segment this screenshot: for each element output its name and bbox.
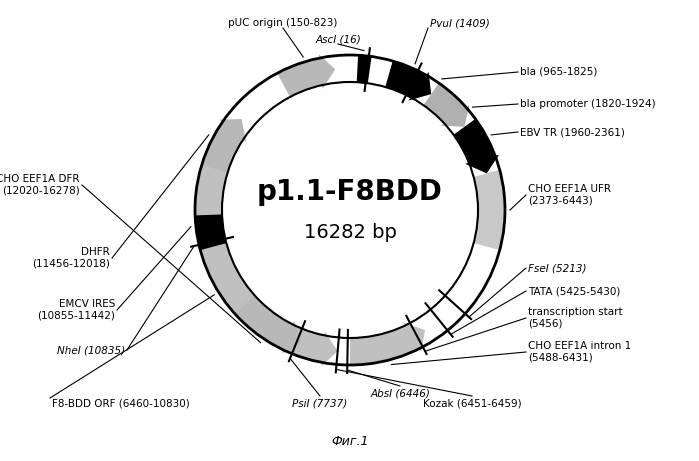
Wedge shape bbox=[278, 58, 326, 97]
Wedge shape bbox=[356, 55, 372, 83]
Text: EMCV IRES
(10855-11442): EMCV IRES (10855-11442) bbox=[37, 299, 115, 321]
Text: AbsI (6446): AbsI (6446) bbox=[370, 388, 430, 398]
Wedge shape bbox=[195, 144, 328, 363]
Polygon shape bbox=[403, 322, 425, 352]
Text: EBV TR (1960-2361): EBV TR (1960-2361) bbox=[520, 127, 625, 137]
Text: 16282 bp: 16282 bp bbox=[303, 223, 396, 242]
Wedge shape bbox=[474, 170, 505, 250]
Text: CHO EEF1A UFR
(2373-6443): CHO EEF1A UFR (2373-6443) bbox=[528, 184, 611, 206]
Text: bla (965-1825): bla (965-1825) bbox=[520, 67, 598, 77]
Wedge shape bbox=[424, 83, 467, 126]
Text: Kozak (6451-6459): Kozak (6451-6459) bbox=[423, 398, 521, 408]
Polygon shape bbox=[282, 321, 301, 354]
Polygon shape bbox=[219, 119, 246, 142]
Wedge shape bbox=[385, 61, 428, 99]
Text: p1.1-F8BDD: p1.1-F8BDD bbox=[257, 178, 443, 206]
Text: DHFR
(11456-12018): DHFR (11456-12018) bbox=[32, 247, 110, 269]
Wedge shape bbox=[195, 214, 226, 250]
Text: Фиг.1: Фиг.1 bbox=[331, 435, 369, 448]
Polygon shape bbox=[319, 54, 336, 89]
Polygon shape bbox=[322, 331, 338, 366]
Polygon shape bbox=[441, 105, 469, 127]
Text: transcription start
(5456): transcription start (5456) bbox=[528, 307, 623, 329]
Polygon shape bbox=[466, 155, 499, 173]
Text: CHO EEF1A DFR
(12020-16278): CHO EEF1A DFR (12020-16278) bbox=[0, 174, 80, 196]
Text: NheI (10835): NheI (10835) bbox=[57, 345, 125, 355]
Text: AscI (16): AscI (16) bbox=[315, 34, 361, 44]
Wedge shape bbox=[235, 296, 296, 350]
Text: PsiI (7737): PsiI (7737) bbox=[292, 398, 347, 408]
Wedge shape bbox=[470, 154, 496, 166]
Text: CHO EEF1A intron 1
(5488-6431): CHO EEF1A intron 1 (5488-6431) bbox=[528, 341, 631, 363]
Wedge shape bbox=[195, 55, 505, 365]
Wedge shape bbox=[350, 324, 420, 365]
Text: TATA (5425-5430): TATA (5425-5430) bbox=[528, 286, 621, 296]
Text: pUC origin (150-823): pUC origin (150-823) bbox=[229, 18, 338, 28]
Wedge shape bbox=[454, 119, 496, 166]
Polygon shape bbox=[408, 72, 431, 100]
Text: PvuI (1409): PvuI (1409) bbox=[430, 18, 490, 28]
Text: bla promoter (1820-1924): bla promoter (1820-1924) bbox=[520, 99, 656, 109]
Text: F8-BDD ORF (6460-10830): F8-BDD ORF (6460-10830) bbox=[52, 398, 189, 408]
Wedge shape bbox=[202, 121, 245, 172]
Text: FseI (5213): FseI (5213) bbox=[528, 263, 586, 273]
